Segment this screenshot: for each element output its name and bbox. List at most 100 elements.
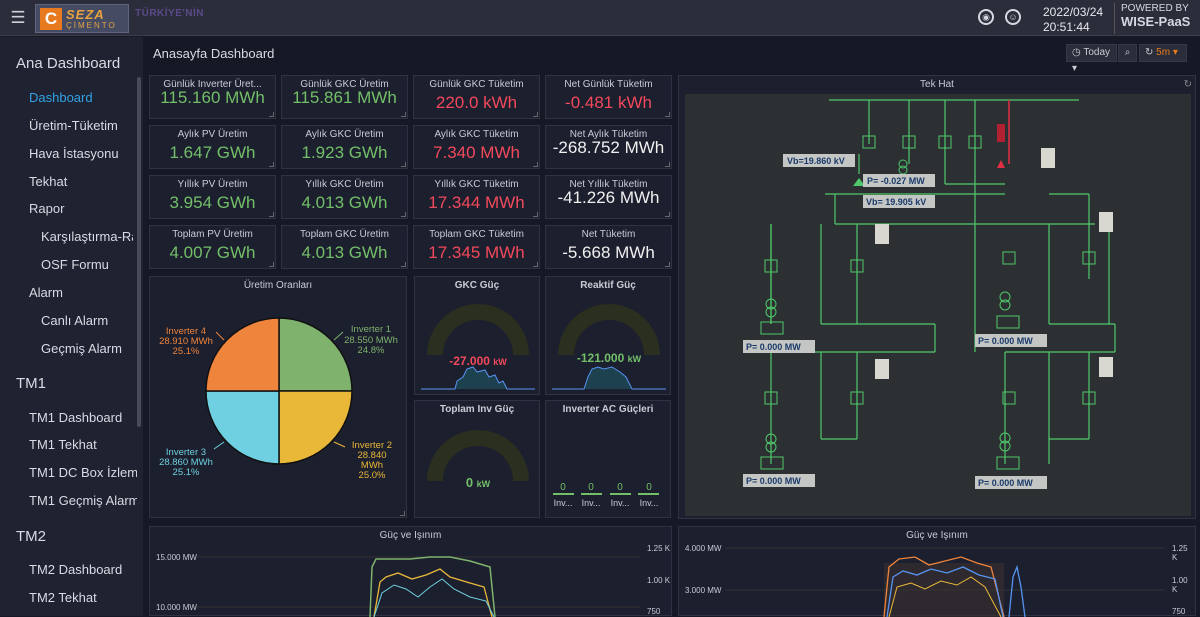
stat-panel: Net Aylık Tüketim -268.752 MWh (545, 125, 672, 169)
resize-handle[interactable] (269, 262, 274, 267)
sidebar-item-tm1-dc-box[interactable]: TM1 DC Box İzlem (29, 465, 137, 480)
stat-title: Günlük Inverter Üret... (163, 79, 262, 90)
sidebar-item-dashboard[interactable]: Dashboard (29, 90, 93, 105)
stat-panel: Aylık PV Üretim 1.647 GWh (149, 125, 276, 169)
stat-value: 220.0 kWh (435, 93, 518, 112)
pie-title: Üretim Oranları (243, 280, 313, 291)
stat-title: Yıllık GKC Tüketim (434, 179, 519, 190)
resize-handle[interactable] (533, 162, 538, 167)
sidebar-item-uretim-tuketim[interactable]: Üretim-Tüketim (29, 118, 118, 133)
stat-value: 4.013 GWh (301, 243, 388, 262)
reaktif-guc-gauge: -121.000 kW (552, 304, 666, 390)
sidebar-item-gecmis-alarm[interactable]: Geçmiş Alarm (41, 341, 122, 356)
reaktif-gauge-value: -121.000 kW (577, 351, 642, 365)
p4-label: P= 0.000 MW (978, 478, 1033, 488)
resize-handle[interactable] (533, 112, 538, 117)
inverter-ac-label-3: Inv... (611, 498, 630, 508)
p4-box (975, 476, 1047, 489)
resize-handle[interactable] (665, 162, 670, 167)
stat-title: Günlük GKC Tüketim (429, 79, 524, 90)
sidebar-item-canli-alarm[interactable]: Canlı Alarm (41, 313, 109, 328)
sidebar-item-hava-istasyonu[interactable]: Hava İstasyonu (29, 146, 119, 161)
stat-value: -41.226 MWh (557, 189, 660, 207)
pie-slice-inverter-1[interactable] (278, 317, 353, 392)
resize-handle[interactable] (401, 162, 406, 167)
left-y2-tick-1: 1.25 K (647, 544, 671, 553)
resize-handle[interactable] (665, 262, 670, 267)
sidebar-item-alarm[interactable]: Alarm (29, 285, 63, 300)
resize-handle[interactable] (269, 212, 274, 217)
resize-handle[interactable] (400, 511, 405, 516)
inverter-ac-label-2: Inv... (582, 498, 601, 508)
stat-title: Toplam PV Üretim (172, 229, 253, 240)
pie-slice-inverter-2[interactable] (278, 390, 353, 465)
reaktif-gauge-track (558, 304, 660, 356)
sidebar-item-karsilastirma[interactable]: Karşılaştırma-Ra (41, 229, 133, 244)
resize-handle[interactable] (533, 262, 538, 267)
stat-value: 17.345 MWh (428, 243, 525, 262)
user-icon[interactable]: ☺ (1005, 9, 1021, 25)
guc-isinim-left-panel: Güç ve Işınım 15.000 MW 10.000 MW 1.25 K… (149, 526, 672, 617)
stat-value: 4.013 GWh (301, 193, 388, 212)
pie-label-2-unit: MWh (361, 460, 383, 471)
sidebar-item-tekhat[interactable]: Tekhat (29, 174, 68, 189)
stat-value: 115.861 MWh (292, 89, 397, 107)
pie-slice-inverter-3[interactable] (205, 390, 280, 465)
resize-handle[interactable] (269, 162, 274, 167)
sidebar-item-tm2[interactable]: TM2 (16, 528, 46, 545)
refresh-panel-icon[interactable]: ↻ (1183, 79, 1192, 90)
sidebar-item-tm1-dashboard[interactable]: TM1 Dashboard (29, 410, 123, 425)
p1-box (743, 340, 815, 353)
tek-hat-title: Tek Hat (920, 79, 954, 90)
green-arrow (853, 178, 865, 186)
vb2-box (863, 195, 935, 208)
pie-label-4-pct: 25.1% (173, 346, 200, 357)
sidebar-item-tm1-tekhat[interactable]: TM1 Tekhat (29, 437, 97, 452)
refresh-picker[interactable]: ↻ 5m ▾ (1139, 44, 1187, 62)
resize-handle[interactable] (401, 262, 406, 267)
gkc-sparkline (421, 366, 535, 390)
right-y2-tick-3: 750 (1172, 607, 1186, 616)
stat-title: Günlük GKC Üretim (300, 79, 389, 90)
zoom-out-button[interactable]: ⌕ (1118, 44, 1137, 62)
page-title: Anasayfa Dashboard (153, 46, 275, 61)
refresh-interval: 5m (1156, 47, 1171, 58)
stat-panel: Net Yıllık Tüketim -41.226 MWh (545, 175, 672, 219)
resize-handle[interactable] (401, 212, 406, 217)
pie-leader-2 (333, 441, 346, 448)
slogan: TÜRKİYE'NİN (135, 8, 204, 19)
sidebar-item-tm1[interactable]: TM1 (16, 375, 46, 392)
stat-panel: Aylık GKC Üretim 1.923 GWh (281, 125, 408, 169)
resize-handle[interactable] (665, 112, 670, 117)
left-y2-tick-2: 1.00 K (647, 576, 671, 585)
logo[interactable]: C SEZA ÇİMENTO (35, 4, 129, 33)
stat-value: 1.647 GWh (169, 143, 256, 162)
resize-handle[interactable] (401, 112, 406, 117)
single-line-diagram: Vb=19.860 kV P= -0.027 MW Vb= 19.905 kV … (685, 94, 1191, 516)
hamburger-icon[interactable]: ☰ (10, 8, 26, 27)
sidebar-item-tm1-gecmis-alarm[interactable]: TM1 Geçmiş Alarm (29, 493, 137, 508)
stat-title: Net Aylık Tüketim (569, 129, 648, 140)
stat-title: Aylık GKC Tüketim (434, 129, 519, 140)
stat-title: Yıllık GKC Üretim (305, 179, 384, 190)
sidebar-scrollbar[interactable] (137, 77, 141, 427)
stat-panel: Toplam GKC Üretim 4.013 GWh (281, 225, 408, 269)
stat-panel: Net Günlük Tüketim -0.481 kWh (545, 75, 672, 119)
time-range-picker[interactable]: ◷ Today ▾ (1066, 44, 1117, 74)
resize-handle[interactable] (533, 212, 538, 217)
sidebar-item-osf-formu[interactable]: OSF Formu (41, 257, 109, 272)
meter-device-2 (875, 224, 889, 244)
globe-icon[interactable]: ◉ (978, 9, 994, 25)
sidebar-item-tm2-dashboard[interactable]: TM2 Dashboard (29, 562, 123, 577)
resize-handle[interactable] (665, 212, 670, 217)
reaktif-guc-panel: Reaktif Güç -121.000 kW (545, 276, 671, 395)
meter-device-3 (1099, 212, 1113, 232)
sidebar-item-ana-dashboard[interactable]: Ana Dashboard (16, 55, 121, 72)
tek-hat-panel: Tek Hat ↻ (678, 75, 1196, 519)
pie-slice-inverter-4[interactable] (205, 317, 280, 392)
powered-by: POWERED BY WISE-PaaS (1114, 3, 1196, 34)
zoom-icon: ⌕ (1124, 47, 1131, 58)
sidebar-item-rapor[interactable]: Rapor (29, 201, 65, 216)
sidebar-item-tm2-tekhat[interactable]: TM2 Tekhat (29, 590, 97, 605)
resize-handle[interactable] (269, 112, 274, 117)
